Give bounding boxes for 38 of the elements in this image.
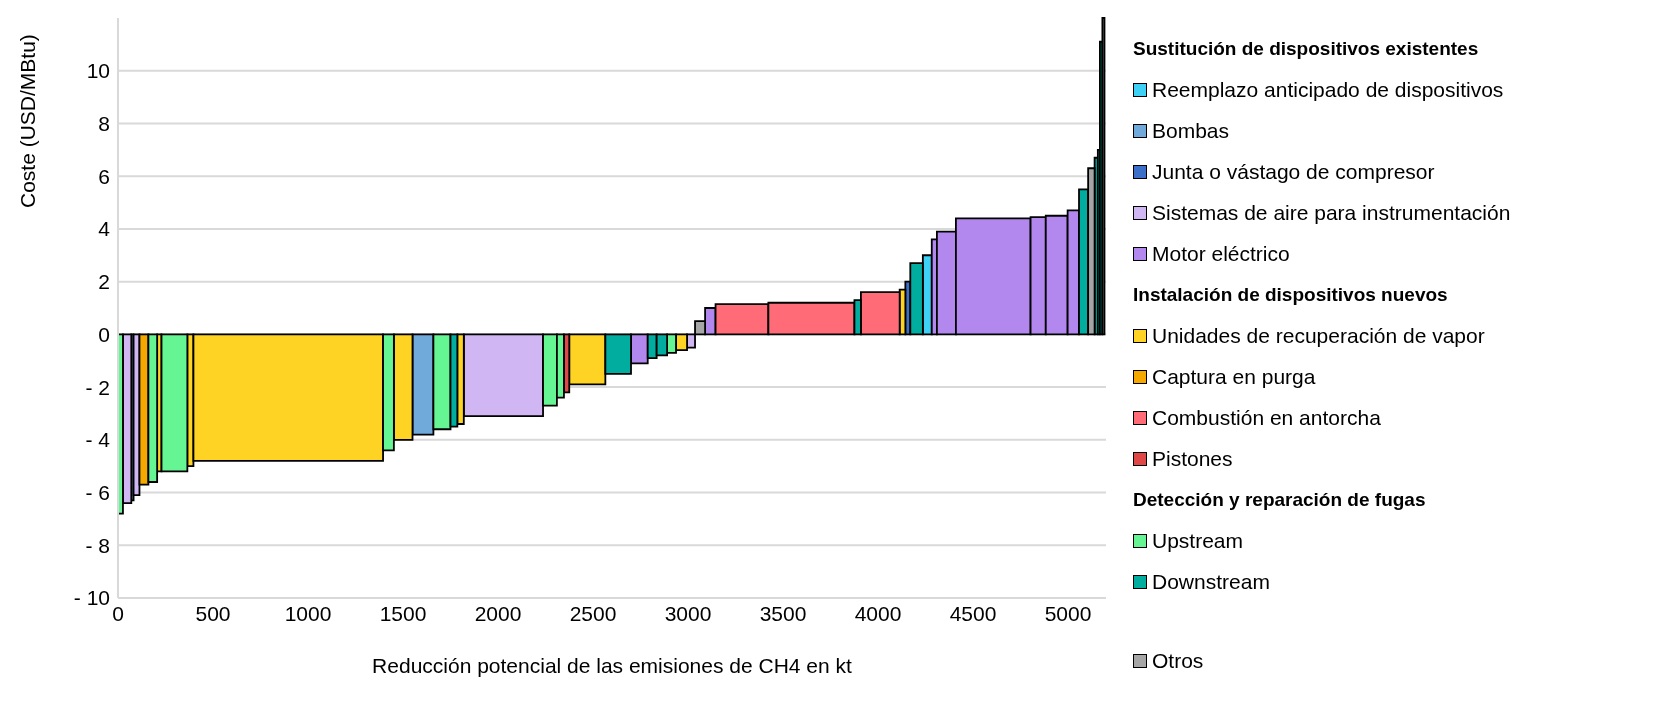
legend-label: Captura en purga (1152, 364, 1316, 389)
legend-label: Unidades de recuperación de vapor (1152, 323, 1485, 348)
x-tick-label: 1500 (379, 601, 427, 625)
legend-label: Upstream (1152, 528, 1244, 553)
y-tick-label: 4 (98, 217, 111, 241)
y-tick-label: 2 (98, 270, 110, 294)
y-tick-label: 0 (98, 322, 110, 346)
legend-label: Bombas (1152, 118, 1230, 143)
text: Instalación de dispositivos nuevos (1133, 283, 1449, 307)
legend-label: Junta o vástago de compresor (1152, 159, 1435, 184)
x-tick-label: 3000 (664, 601, 712, 625)
y-tick-label: - 2 (85, 375, 110, 399)
y-tick-label: - 6 (85, 481, 110, 504)
legend-label: Sistemas de aire para instrumentación (1152, 200, 1511, 225)
legend-label: Reemplazo anticipado de dispositivos (1152, 77, 1504, 102)
x-tick-label: 4000 (854, 601, 902, 625)
x-tick-label: 2500 (569, 601, 617, 625)
x-tick-label: 2000 (474, 601, 522, 625)
x-tick-label: 500 (195, 601, 231, 625)
x-tick-label: 1000 (284, 601, 332, 625)
legend-label: Combustión en antorcha (1152, 405, 1381, 430)
legend-label: Motor eléctrico (1152, 241, 1290, 266)
y-tick-label: - 10 (73, 586, 110, 610)
y-tick-label: 8 (98, 111, 110, 135)
y-axis-title: Coste (USD/MBtu) (16, 34, 40, 208)
legend-label: Otros (1152, 648, 1204, 673)
x-axis-title: Reducción potencial de las emisiones de CH4 en kt (372, 654, 853, 677)
y-tick-label: 6 (98, 164, 110, 188)
text: Sustitución de dispositivos existentes (1133, 37, 1480, 61)
text: Detección y reparación de fugas (1133, 488, 1427, 512)
x-tick-label: 3500 (759, 601, 807, 625)
legend-label: Pistones (1152, 446, 1233, 471)
y-tick-label: - 4 (85, 428, 111, 452)
x-tick-label: 5000 (1044, 601, 1092, 625)
legend-label: Downstream (1152, 569, 1270, 594)
y-tick-label: - 8 (85, 533, 110, 557)
x-tick-label: 4500 (949, 601, 997, 625)
y-tick-label: 10 (86, 59, 110, 83)
